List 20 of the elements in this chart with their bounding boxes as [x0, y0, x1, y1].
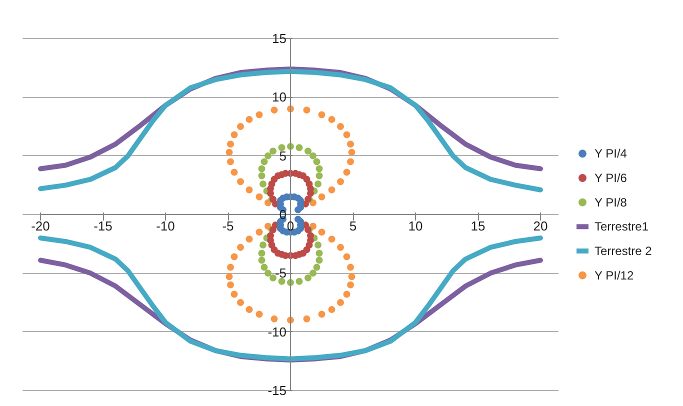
x-tick-label: -15: [94, 218, 112, 234]
x-tick-label: -5: [222, 218, 234, 234]
x-tick-label: 20: [533, 218, 548, 234]
y-tick-label: 15: [272, 31, 287, 46]
legend-label: Y PI/4: [594, 146, 628, 161]
x-tick-label: 5: [349, 218, 357, 234]
legend-label: Y PI/12: [594, 268, 634, 282]
legend-label: Terrestre1: [594, 220, 649, 234]
y-tick-label: -5: [274, 266, 287, 281]
x-tick-label: 15: [470, 218, 486, 234]
x-tick-label: -10: [156, 218, 175, 234]
legend-label: Terrestre 2: [594, 244, 652, 258]
x-tick-label: 10: [408, 218, 423, 234]
legend-label: Y PI/6: [594, 171, 628, 185]
legend-label: Y PI/8: [594, 195, 628, 210]
y-tick-label: 10: [272, 90, 287, 105]
x-tick-label: -20: [31, 218, 50, 234]
y-tick-label: -15: [268, 383, 287, 398]
y-tick-label: 5: [279, 148, 287, 164]
y-tick-label: -10: [268, 324, 287, 340]
